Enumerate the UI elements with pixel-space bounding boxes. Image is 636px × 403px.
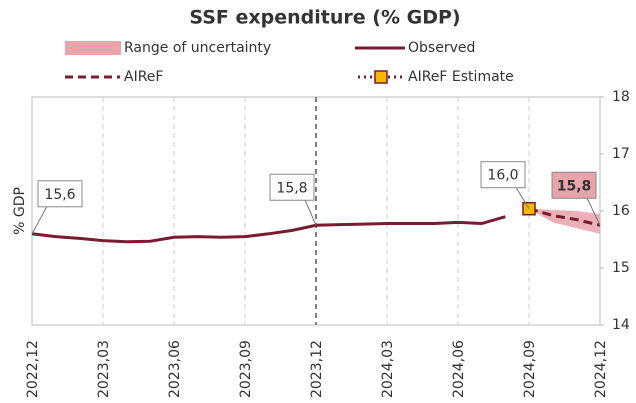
y-tick-label: 18 bbox=[612, 89, 630, 105]
label-leader bbox=[586, 198, 601, 226]
x-tick-label: 2023,06 bbox=[167, 340, 183, 398]
label-box bbox=[480, 161, 526, 189]
x-tick-label: 2023,03 bbox=[96, 340, 112, 398]
y-tick-label: 14 bbox=[612, 317, 630, 333]
x-tick-label: 2022,12 bbox=[25, 340, 41, 398]
x-tick-label: 2024,09 bbox=[522, 340, 538, 398]
label-leader bbox=[304, 200, 317, 226]
legend: Range of uncertainty Observed AIReF AIRe… bbox=[65, 40, 514, 85]
y-tick-label: 17 bbox=[612, 146, 630, 162]
legend-label: AIReF Estimate bbox=[408, 69, 514, 85]
x-tick-label: 2023,09 bbox=[238, 340, 254, 398]
legend-swatch bbox=[374, 70, 388, 84]
data-label: 15,8 bbox=[276, 180, 307, 196]
x-tick-label: 2023,12 bbox=[309, 340, 325, 398]
label-leader bbox=[31, 206, 48, 235]
series-line bbox=[528, 207, 601, 227]
data-label: 16,0 bbox=[487, 168, 518, 184]
legend-label: Range of uncertainty bbox=[124, 40, 271, 56]
x-tick-label: 2024,03 bbox=[380, 340, 396, 398]
data-label: 15,6 bbox=[44, 187, 75, 203]
y-tick-label: 16 bbox=[612, 203, 630, 219]
y-tick-label: 15 bbox=[612, 260, 630, 276]
legend-swatch bbox=[65, 41, 121, 55]
x-tick-label: 2024,12 bbox=[593, 340, 609, 398]
label-leader bbox=[515, 187, 530, 209]
legend-label: AIReF bbox=[124, 69, 163, 85]
chart-title: SSF expenditure (% GDP) bbox=[189, 7, 460, 29]
legend-label: Observed bbox=[408, 40, 475, 56]
label-box bbox=[37, 180, 83, 208]
y-axis-label: % GDP bbox=[12, 187, 28, 235]
series-line bbox=[31, 215, 506, 244]
label-box bbox=[269, 173, 315, 201]
x-tick-label: 2024,06 bbox=[451, 340, 467, 398]
data-label: 15,8 bbox=[557, 178, 592, 194]
label-box bbox=[551, 171, 597, 199]
